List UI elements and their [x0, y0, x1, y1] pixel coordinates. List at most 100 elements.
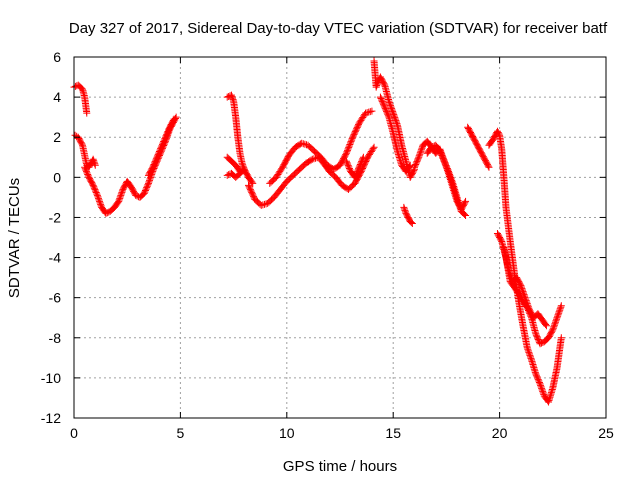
data-point — [162, 133, 170, 141]
data-point — [345, 142, 353, 150]
data-point — [412, 160, 420, 168]
data-point — [355, 121, 363, 129]
data-point — [146, 176, 154, 184]
data-point — [150, 160, 158, 168]
data-point — [363, 109, 371, 117]
data-point — [484, 162, 492, 170]
data-point — [448, 176, 456, 184]
data-point — [497, 236, 505, 244]
data-point — [522, 297, 530, 305]
data-point — [521, 294, 529, 302]
data-point — [521, 292, 529, 300]
data-point — [441, 159, 449, 167]
data-point — [551, 320, 559, 328]
data-point — [91, 161, 99, 169]
data-point — [410, 163, 418, 171]
y-tick-label: 0 — [53, 169, 61, 185]
data-point — [534, 335, 542, 343]
data-point — [146, 175, 154, 183]
data-point — [393, 120, 401, 128]
data-point — [437, 150, 445, 158]
data-point — [373, 82, 381, 90]
data-point — [91, 160, 99, 168]
data-series — [485, 127, 565, 406]
data-point — [153, 153, 161, 161]
data-point — [159, 139, 167, 147]
data-point — [556, 305, 564, 313]
data-point — [310, 155, 318, 163]
data-point — [405, 163, 413, 171]
data-point — [523, 344, 531, 352]
data-point — [94, 193, 102, 201]
y-tick-label: -8 — [49, 330, 62, 346]
chart-title: Day 327 of 2017, Sidereal Day-to-day VTE… — [69, 20, 608, 37]
data-point — [381, 105, 389, 113]
data-point — [389, 108, 397, 116]
data-point — [526, 351, 534, 359]
data-point — [438, 152, 446, 160]
grid — [74, 57, 606, 418]
data-series — [342, 153, 367, 181]
y-tick-label: -4 — [49, 250, 62, 266]
data-point — [550, 321, 558, 329]
data-point — [413, 158, 421, 166]
data-point — [96, 197, 104, 205]
data-point — [102, 209, 110, 217]
data-point — [414, 156, 422, 164]
data-point — [388, 105, 396, 113]
data-point — [239, 161, 247, 169]
data-point — [91, 186, 99, 194]
data-point — [346, 139, 354, 147]
data-point — [442, 162, 450, 170]
data-point — [298, 139, 306, 147]
data-point — [352, 172, 360, 180]
data-point — [412, 159, 420, 167]
data-point — [557, 303, 565, 311]
data-point — [155, 149, 163, 157]
data-point — [92, 187, 100, 195]
data-point — [116, 194, 124, 202]
data-point — [368, 107, 376, 115]
data-point — [527, 354, 535, 362]
data-point — [551, 318, 559, 326]
data-point — [344, 145, 352, 153]
data-point — [368, 146, 376, 154]
y-tick-label: -12 — [41, 410, 61, 426]
data-point — [229, 94, 237, 102]
data-point — [89, 181, 97, 189]
data-point — [352, 170, 360, 178]
x-tick-label: 25 — [598, 425, 614, 441]
data-point — [158, 142, 166, 150]
data-series — [423, 141, 470, 219]
data-point — [116, 193, 124, 201]
data-point — [382, 106, 390, 114]
data-series — [464, 123, 493, 171]
data-point — [369, 145, 377, 153]
plot-frame — [73, 56, 607, 419]
x-tick-label: 20 — [492, 425, 508, 441]
data-point — [348, 136, 356, 144]
data-point — [92, 189, 100, 197]
data-point — [556, 306, 564, 314]
data-point — [520, 289, 528, 297]
data-point — [152, 155, 160, 163]
data-point — [115, 196, 123, 204]
data-point — [445, 169, 453, 177]
x-tick-label: 10 — [279, 425, 295, 441]
data-point — [223, 93, 231, 101]
data-point — [542, 321, 550, 329]
data-point — [444, 166, 452, 174]
axis-ticks: 0 5 10 15 20 25 -12 -10 -8 -6 -4 -2 0 2 4 6 — [41, 49, 614, 441]
data-point — [383, 107, 391, 115]
data-point — [379, 99, 387, 107]
data-point — [446, 170, 454, 178]
data-point — [532, 330, 540, 338]
data-point — [78, 140, 86, 148]
data-point — [383, 109, 391, 117]
y-tick-label: 6 — [53, 49, 61, 65]
data-point — [118, 188, 126, 196]
data-point — [387, 102, 395, 110]
data-point — [373, 80, 381, 88]
data-point — [542, 322, 550, 330]
data-point — [366, 149, 374, 157]
